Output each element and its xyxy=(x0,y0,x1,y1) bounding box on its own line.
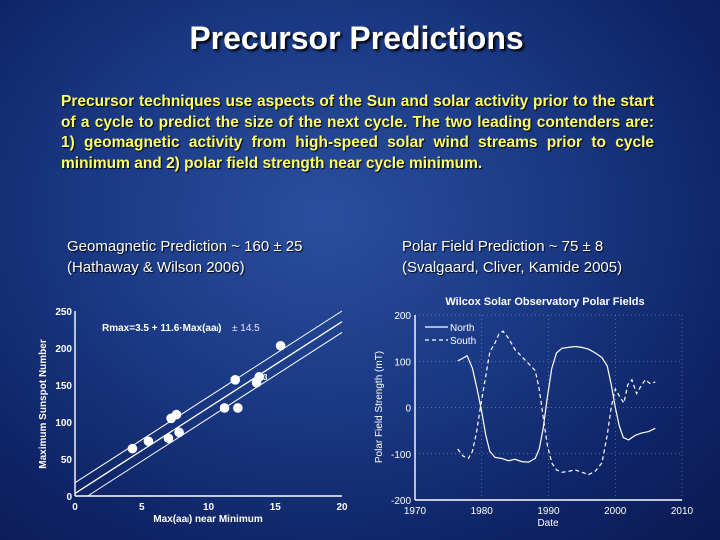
series-north xyxy=(457,345,656,463)
geomagnetic-caption: Geomagnetic Prediction ~ 160 ± 25 (Hatha… xyxy=(67,236,302,278)
line-y-tick-label: -200 xyxy=(391,496,411,507)
legend-north-label: North xyxy=(450,323,474,334)
scatter-point xyxy=(127,443,138,454)
scatter-lower-error-line xyxy=(87,332,343,497)
scatter-point xyxy=(163,433,174,444)
line-x-tick-label: 1970 xyxy=(404,506,427,517)
scatter-point xyxy=(219,403,230,413)
line-x-tick-label: 1990 xyxy=(537,506,560,517)
scatter-x-tick-label: 5 xyxy=(139,502,145,513)
line-y-tick-label: 200 xyxy=(394,311,411,322)
intro-paragraph: Precursor techniques use aspects of the … xyxy=(61,93,654,172)
series-south xyxy=(457,330,656,476)
scatter-y-tick-label: 200 xyxy=(55,344,72,355)
geomagnetic-citation-text: (Hathaway & Wilson 2006) xyxy=(67,259,245,276)
polar-field-citation-text: (Svalgaard, Cliver, Kamide 2005) xyxy=(402,259,623,276)
scatter-upper-error-line xyxy=(74,310,343,484)
line-x-tick-label: 1980 xyxy=(471,506,494,517)
line-x-tick-label: 2010 xyxy=(671,506,694,517)
line-y-label: Polar Field Strength (mT) xyxy=(374,351,385,463)
line-x-label: Date xyxy=(537,518,559,529)
scatter-y-label: Maximum Sunspot Number xyxy=(38,339,49,469)
scatter-point xyxy=(171,409,182,420)
legend-south-label: South xyxy=(450,336,476,347)
scatter-x-tick-label: 20 xyxy=(336,502,348,513)
cycle-23-annotation: 23 xyxy=(259,373,268,382)
scatter-x-tick-label: 0 xyxy=(72,502,78,513)
line-y-tick-label: -100 xyxy=(391,450,411,461)
line-chart-legend: North South xyxy=(425,323,476,347)
scatter-x-tick-label: 10 xyxy=(203,502,215,513)
line-y-tick-label: 100 xyxy=(394,357,411,368)
page-title: Precursor Predictions xyxy=(189,20,524,56)
scatter-x-tick-label: 15 xyxy=(270,502,282,513)
scatter-fit-line xyxy=(74,321,343,494)
scatter-point xyxy=(230,375,240,385)
scatter-point xyxy=(275,340,286,351)
scatter-fit-error-label: ± 14.5 xyxy=(232,323,260,334)
scatter-fit-label: Rmax=3.5 + 11.6·Max(aaₗ) xyxy=(102,323,222,334)
line-chart-title: Wilcox Solar Observatory Polar Fields xyxy=(445,296,644,308)
scatter-y-tick-label: 50 xyxy=(61,455,73,466)
scatter-x-label: Max(aaₗ) near Minimum xyxy=(153,514,263,525)
line-x-tick-label: 2000 xyxy=(604,506,627,517)
scatter-y-tick-label: 250 xyxy=(55,307,72,318)
scatter-point xyxy=(174,427,184,438)
scatter-y-tick-label: 0 xyxy=(66,492,72,503)
line-y-tick-label: 0 xyxy=(405,404,411,415)
polar-field-caption: Polar Field Prediction ~ 75 ± 8 (Svalgaa… xyxy=(402,236,622,278)
polar-field-line-chart: Wilcox Solar Observatory Polar Fields 19… xyxy=(374,296,694,529)
polar-field-prediction-text: Polar Field Prediction ~ 75 ± 8 xyxy=(402,238,604,255)
scatter-y-tick-label: 100 xyxy=(55,418,72,429)
geomagnetic-prediction-text: Geomagnetic Prediction ~ 160 ± 25 xyxy=(67,238,303,255)
scatter-point xyxy=(143,436,154,447)
scatter-y-tick-label: 150 xyxy=(55,381,72,392)
scatter-point xyxy=(254,372,265,382)
scatter-point xyxy=(233,403,243,413)
